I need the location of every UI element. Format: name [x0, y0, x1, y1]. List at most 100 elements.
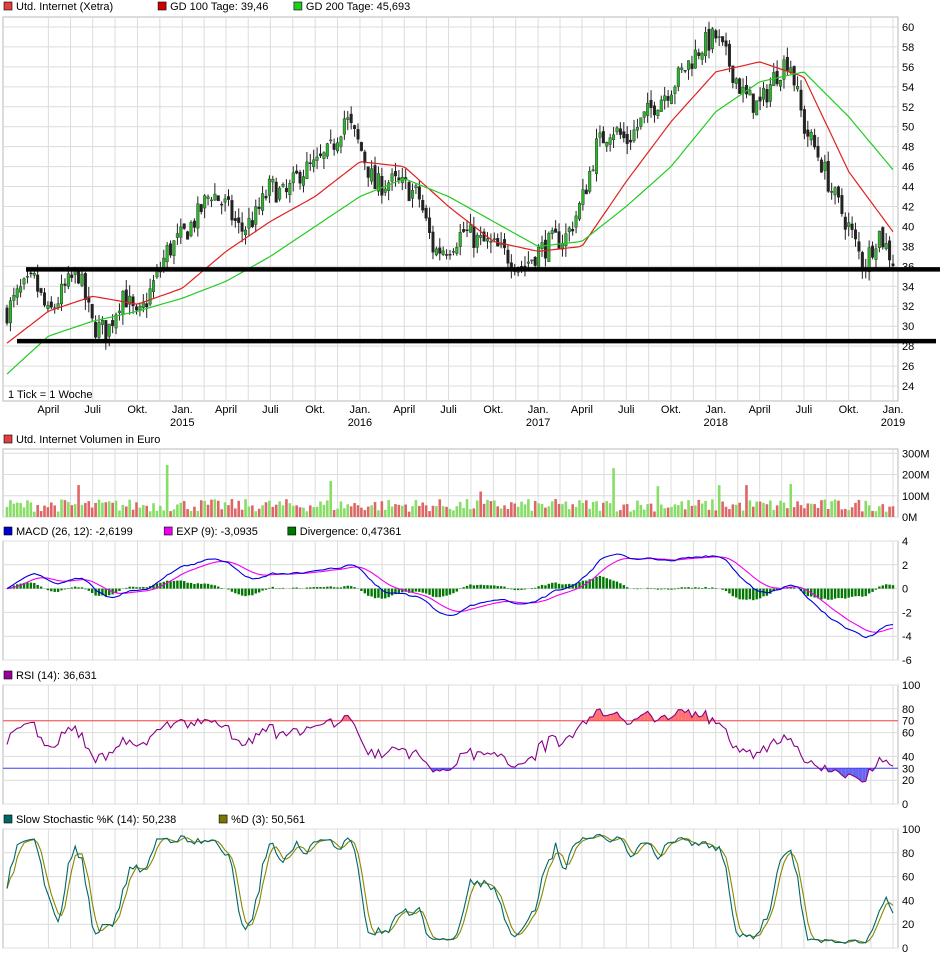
candle-body	[121, 291, 125, 315]
macd-divergence-bar	[336, 587, 339, 589]
volume-bar	[349, 506, 353, 517]
price-y-tick-label: 40	[902, 221, 914, 233]
candle-body	[131, 296, 135, 307]
volume-bar	[458, 501, 462, 517]
candle-body	[860, 252, 864, 270]
rsi-overbought-fill	[344, 715, 348, 721]
volume-bar	[653, 511, 656, 517]
volume-bar	[189, 510, 193, 517]
volume-bar	[271, 506, 275, 517]
macd-divergence-bar	[707, 588, 711, 589]
macd-divergence-bar	[721, 588, 724, 590]
candle-body	[888, 240, 892, 261]
volume-bar	[421, 502, 425, 517]
volume-bar	[881, 504, 885, 517]
volume-bar	[26, 500, 29, 517]
macd-divergence-bar	[823, 588, 827, 599]
macd-divergence-bar	[227, 588, 230, 590]
candle-body	[206, 196, 210, 199]
volume-bar	[162, 510, 166, 517]
volume-bar	[510, 502, 513, 517]
rsi-overbought-fill	[674, 709, 679, 721]
macd-divergence-bar	[373, 588, 377, 599]
stoch-legend-swatch	[218, 814, 228, 824]
volume-bar	[847, 510, 850, 517]
candle-body	[250, 220, 254, 228]
candle-body	[755, 100, 759, 116]
rsi-legend-label: RSI (14): 36,631	[16, 670, 97, 682]
candle-body	[448, 254, 452, 256]
volume-bar	[690, 505, 694, 517]
candle-body	[659, 99, 663, 112]
gd100-line	[6, 61, 894, 344]
macd-divergence-bar	[496, 586, 499, 589]
macd-divergence-bar	[574, 583, 578, 589]
volume-bar	[714, 510, 718, 517]
macd-divergence-bar	[329, 586, 332, 589]
volume-bar	[377, 510, 380, 517]
volume-bar	[465, 499, 469, 517]
macd-divergence-bar	[762, 588, 765, 597]
macd-divergence-bar	[861, 588, 864, 597]
volume-bar	[578, 500, 581, 517]
volume-bar	[789, 484, 793, 517]
volume-bar	[169, 511, 172, 517]
volume-bar	[765, 504, 769, 517]
price-x-tick-label: April	[571, 404, 593, 416]
volume-bar	[755, 501, 758, 517]
rsi-y-tick-label: 70	[902, 716, 914, 728]
macd-legend-swatch	[3, 526, 13, 536]
rsi-zone-fills	[177, 708, 876, 782]
candle-body	[823, 161, 827, 171]
volume-bar	[694, 505, 697, 517]
volume-bar	[268, 500, 271, 517]
candle-body	[462, 229, 466, 232]
volume-legend-label: Utd. Internet Volumen in Euro	[16, 434, 160, 446]
rsi-overbought-fill	[695, 711, 699, 721]
volume-bar	[445, 506, 448, 517]
volume-bar	[632, 509, 636, 517]
macd-divergence-bar	[758, 588, 762, 599]
macd-divergence-bar	[452, 588, 455, 594]
volume-bar	[291, 505, 295, 517]
volume-bar	[561, 504, 564, 517]
macd-divergence-bar	[60, 588, 63, 591]
macd-divergence-bar	[666, 588, 670, 590]
volume-bar	[87, 501, 91, 517]
candle-body	[479, 235, 483, 238]
volume-bar	[711, 499, 714, 517]
candle-body	[359, 142, 363, 151]
macd-divergence-bar	[220, 587, 223, 589]
candle-body	[881, 227, 885, 248]
volume-bar	[336, 508, 339, 517]
macd-divergence-bar	[564, 584, 568, 589]
price-y-tick-label: 28	[902, 341, 914, 353]
macd-divergence-bar	[370, 588, 373, 597]
macd-divergence-bar	[581, 580, 585, 589]
volume-bar	[717, 485, 721, 517]
macd-divergence-bar	[602, 576, 605, 589]
macd-divergence-bar	[234, 588, 237, 594]
candle-body	[138, 306, 142, 310]
candle-body	[203, 195, 207, 209]
volume-bar	[448, 508, 452, 517]
macd-divergence-bar	[210, 584, 213, 589]
volume-bar	[148, 511, 152, 517]
macd-divergence-bar	[554, 582, 557, 589]
price-x-tick-label: Juli	[84, 404, 101, 416]
macd-divergence-bar	[864, 588, 867, 597]
rsi-overbought-fill	[610, 713, 614, 721]
candle-body	[547, 233, 551, 262]
rsi-y-tick-label: 20	[902, 775, 914, 787]
candle-body	[319, 153, 323, 157]
macd-divergence-bar	[312, 587, 315, 589]
macd-divergence-bar	[90, 588, 94, 593]
macd-divergence-bar	[503, 586, 506, 589]
volume-bar	[346, 504, 350, 517]
volume-bar	[646, 504, 649, 517]
volume-bar	[288, 503, 292, 517]
volume-bar	[319, 501, 322, 517]
candle-body	[380, 175, 384, 196]
candle-body	[762, 87, 766, 100]
price-x-tick-label: Juli	[440, 404, 457, 416]
